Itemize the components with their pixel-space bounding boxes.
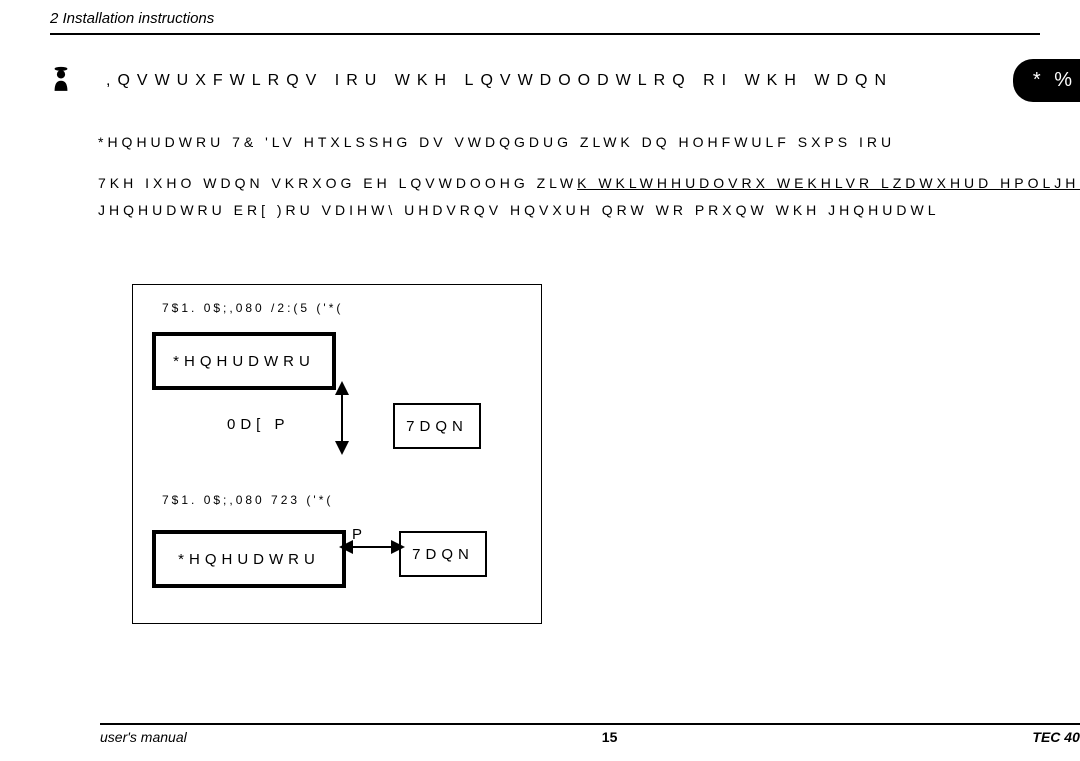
svg-text:*HQHUDWRU: *HQHUDWRU: [178, 551, 320, 568]
svg-text:7$1. 0$;,080 723 ('*(: 7$1. 0$;,080 723 ('*(: [162, 493, 333, 507]
svg-text:P: P: [352, 526, 367, 543]
svg-text:7DQN: 7DQN: [406, 418, 468, 435]
footer-page-number: 15: [602, 729, 618, 745]
installation-diagram: 7$1. 0$;,080 /2:(5 ('*( *HQHUDWRU 7DQN 0D[ …: [132, 284, 1080, 629]
svg-text:*HQHUDWRU: *HQHUDWRU: [173, 353, 315, 370]
person-icon: [50, 65, 74, 96]
section-title: ,QVWUXFWLRQV IRU WKH LQVWDOODWLRQ RI WKH…: [106, 72, 1013, 90]
bottom-divider: [100, 723, 1080, 725]
body-line-3: JHQHUDWRU ER[ )RU VDIHW\ UHDVRQV HQVXUH …: [98, 198, 1080, 223]
svg-text:0D[ P: 0D[ P: [227, 416, 290, 433]
body-line-1: *HQHUDWRU 7& 'LV HTXLSSHG DV VWDQGDUG ZL…: [98, 130, 1080, 155]
body-line-2: 7KH IXHO WDQN VKRXOG EH LQVWDOOHG ZLWK W…: [98, 171, 1080, 196]
chapter-header: 2 Installation instructions: [50, 10, 1080, 27]
section-title-row: ,QVWUXFWLRQV IRU WKH LQVWDOODWLRQ RI WKH…: [50, 59, 1080, 102]
footer-model: TEC 40D: [1032, 729, 1080, 745]
page-footer: user's manual 15 TEC 40D: [100, 723, 1080, 745]
body-line-2a: 7KH IXHO WDQN VKRXOG EH LQVWDOOHG ZLW: [98, 175, 577, 191]
svg-text:7$1. 0$;,080 /2:(5 ('*(: 7$1. 0$;,080 /2:(5 ('*(: [162, 301, 343, 315]
body-line-2b: K WKLWHHUDOVRX WEKHLVR LZDWXHUD HPOLJHPP…: [577, 175, 1080, 191]
section-badge: * %: [1013, 59, 1080, 102]
top-divider: [50, 33, 1040, 35]
svg-text:7DQN: 7DQN: [412, 546, 474, 563]
body-text: *HQHUDWRU 7& 'LV HTXLSSHG DV VWDQGDUG ZL…: [98, 130, 1080, 224]
footer-left: user's manual: [100, 729, 187, 745]
